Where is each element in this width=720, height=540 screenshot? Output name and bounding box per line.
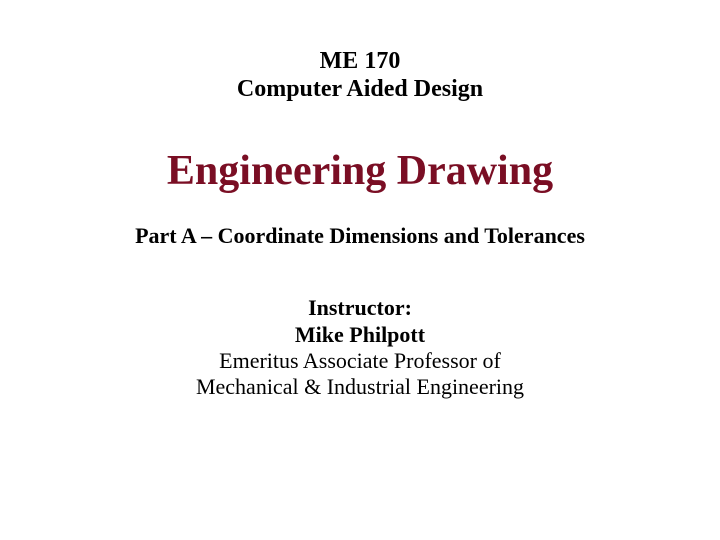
- course-code: ME 170: [320, 48, 401, 76]
- course-name: Computer Aided Design: [237, 76, 483, 104]
- subtitle: Part A – Coordinate Dimensions and Toler…: [135, 223, 585, 249]
- instructor-title-line-1: Emeritus Associate Professor of: [196, 348, 524, 374]
- instructor-name: Mike Philpott: [196, 322, 524, 348]
- instructor-label: Instructor:: [196, 295, 524, 321]
- slide-container: ME 170 Computer Aided Design Engineering…: [0, 0, 720, 540]
- instructor-block: Instructor: Mike Philpott Emeritus Assoc…: [196, 295, 524, 401]
- instructor-title-line-2: Mechanical & Industrial Engineering: [196, 374, 524, 400]
- main-title: Engineering Drawing: [167, 147, 553, 195]
